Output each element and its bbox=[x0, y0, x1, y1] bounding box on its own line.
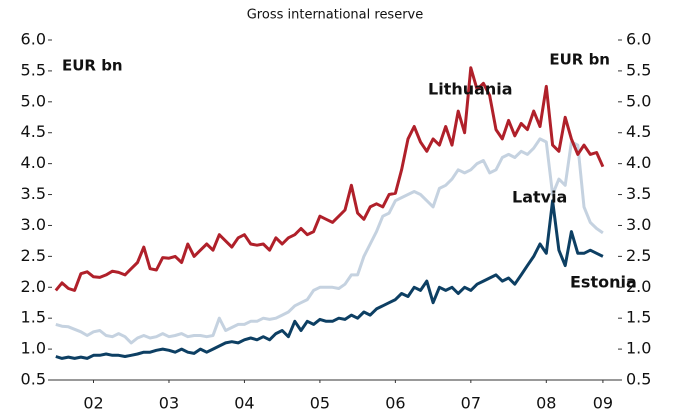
y-tick-label: 0.5 bbox=[21, 370, 46, 389]
series-line bbox=[54, 66, 605, 292]
y-tick-label: 1.5 bbox=[21, 308, 46, 327]
y2-tick-label: 3.0 bbox=[626, 215, 651, 234]
series-label: Latvia bbox=[512, 188, 567, 207]
x-tick-label: 06 bbox=[385, 394, 405, 413]
y2-tick-label: 4.5 bbox=[626, 122, 651, 141]
x-tick-label: 08 bbox=[536, 394, 556, 413]
y-tick-label: 5.5 bbox=[21, 60, 46, 79]
series-line bbox=[55, 199, 604, 360]
y-tick-label: 1.0 bbox=[21, 339, 46, 358]
y2-tick-label: 4.0 bbox=[626, 153, 651, 172]
y-tick-label: 3.0 bbox=[21, 215, 46, 234]
y-axis-unit: EUR bn bbox=[62, 57, 123, 75]
x-tick-label: 02 bbox=[83, 394, 103, 413]
chart-title: Gross international reserve bbox=[247, 8, 424, 23]
y-tick-label: 2.5 bbox=[21, 246, 46, 265]
y2-tick-label: 2.5 bbox=[626, 246, 651, 265]
series-line bbox=[55, 137, 604, 345]
y2-tick-label: 6.0 bbox=[626, 30, 651, 49]
x-tick-label: 05 bbox=[310, 394, 330, 413]
series-label: Lithuania bbox=[428, 80, 513, 99]
y2-tick-label: 5.0 bbox=[626, 91, 651, 110]
y2-tick-label: 0.5 bbox=[626, 370, 651, 389]
x-tick-label: 04 bbox=[234, 394, 254, 413]
y2-tick-label: 5.5 bbox=[626, 60, 651, 79]
x-tick-label: 09 bbox=[593, 394, 613, 413]
y2-tick-label: 1.0 bbox=[626, 339, 651, 358]
y-tick-label: 6.0 bbox=[21, 30, 46, 49]
y-tick-label: 2.0 bbox=[21, 277, 46, 296]
y2-tick-label: 3.5 bbox=[626, 184, 651, 203]
y-tick-label: 3.5 bbox=[21, 184, 46, 203]
series-label: Estonia bbox=[570, 273, 637, 292]
y2-tick-label: 2.0 bbox=[626, 277, 651, 296]
y-tick-label: 5.0 bbox=[21, 91, 46, 110]
y-tick-label: 4.0 bbox=[21, 153, 46, 172]
y2-axis-unit: EUR bn bbox=[549, 51, 610, 69]
x-tick-label: 07 bbox=[461, 394, 481, 413]
x-tick-label: 03 bbox=[159, 394, 179, 413]
y-tick-label: 4.5 bbox=[21, 122, 46, 141]
y2-tick-label: 1.5 bbox=[626, 308, 651, 327]
